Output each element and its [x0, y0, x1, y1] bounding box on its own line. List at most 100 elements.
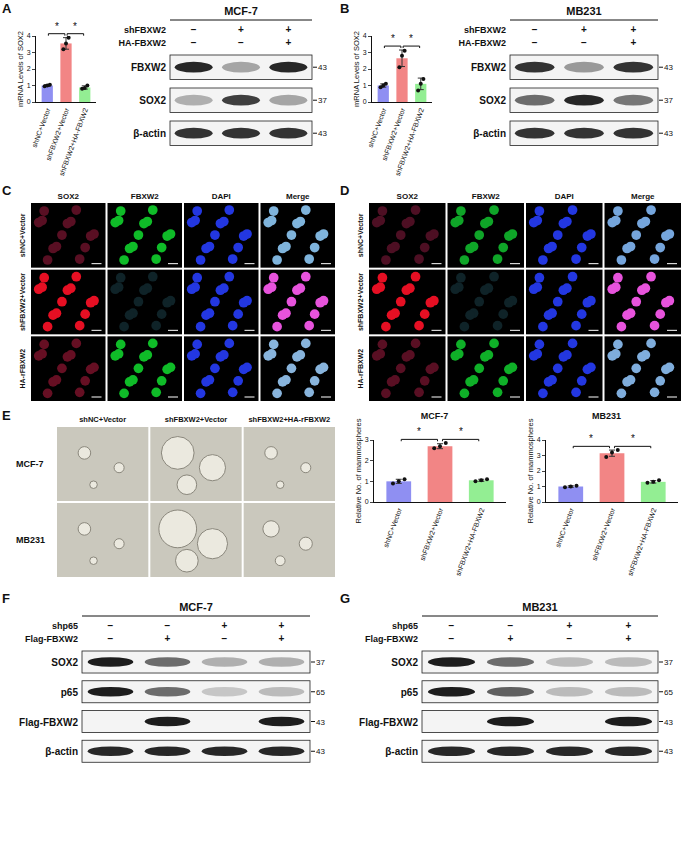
svg-text:shNC+Vector: shNC+Vector — [357, 213, 364, 257]
svg-text:4: 4 — [537, 436, 541, 443]
svg-text:shFBXW2+HA-FBXW2: shFBXW2+HA-FBXW2 — [626, 507, 657, 577]
svg-text:MCF-7: MCF-7 — [421, 411, 449, 421]
svg-text:*: * — [55, 21, 59, 32]
svg-text:shFBXW2+Vector: shFBXW2+Vector — [381, 106, 407, 161]
svg-text:−: − — [165, 620, 171, 631]
svg-text:SOX2: SOX2 — [397, 192, 419, 201]
svg-text:FBXW2: FBXW2 — [131, 192, 160, 201]
svg-text:37: 37 — [664, 96, 673, 105]
svg-text:Merge: Merge — [631, 192, 655, 201]
svg-text:−: − — [449, 620, 455, 631]
svg-text:+: + — [581, 24, 587, 35]
svg-text:shNC+Vector: shNC+Vector — [554, 506, 575, 548]
svg-text:MCF-7: MCF-7 — [224, 5, 258, 17]
svg-text:p65: p65 — [401, 687, 419, 698]
svg-text:MB231: MB231 — [566, 5, 601, 17]
svg-text:3: 3 — [363, 49, 367, 56]
svg-text:Relative No. of mammospheres: Relative No. of mammospheres — [354, 418, 363, 523]
svg-text:43: 43 — [664, 747, 673, 756]
svg-text:shFBXW2: shFBXW2 — [124, 25, 166, 35]
svg-text:43: 43 — [316, 718, 325, 727]
svg-text:−: − — [108, 620, 114, 631]
svg-text:p65: p65 — [61, 687, 79, 698]
svg-text:43: 43 — [316, 747, 325, 756]
svg-text:−: − — [191, 24, 197, 35]
svg-text:0: 0 — [27, 98, 31, 105]
svg-text:MB231: MB231 — [522, 601, 557, 613]
svg-text:SOX2: SOX2 — [51, 657, 78, 668]
svg-text:+: + — [285, 24, 291, 35]
svg-text:*: * — [409, 33, 413, 44]
svg-text:HA-rFBXW2: HA-rFBXW2 — [357, 349, 364, 389]
svg-text:65: 65 — [664, 688, 673, 697]
svg-text:0: 0 — [363, 98, 367, 105]
svg-text:43: 43 — [664, 63, 673, 72]
svg-text:HA-FBXW2: HA-FBXW2 — [119, 38, 167, 48]
svg-text:*: * — [417, 426, 421, 437]
svg-text:0: 0 — [537, 498, 541, 505]
svg-text:37: 37 — [318, 96, 327, 105]
svg-text:1: 1 — [363, 82, 367, 89]
svg-text:shFBXW2+HA-rFBXW2: shFBXW2+HA-rFBXW2 — [248, 415, 330, 424]
svg-text:SOX2: SOX2 — [58, 192, 80, 201]
svg-text:37: 37 — [316, 658, 325, 667]
svg-text:B: B — [340, 1, 349, 16]
svg-text:−: − — [581, 37, 587, 48]
svg-text:−: − — [238, 37, 244, 48]
svg-text:4: 4 — [363, 32, 367, 39]
svg-text:DAPI: DAPI — [555, 192, 574, 201]
svg-text:shNC+Vector: shNC+Vector — [79, 415, 126, 424]
svg-text:+: + — [508, 633, 514, 644]
svg-text:−: − — [191, 37, 197, 48]
svg-text:shFBXW2+Vector: shFBXW2+Vector — [45, 106, 71, 161]
svg-text:−: − — [532, 37, 538, 48]
svg-text:shFBXW2+Vector: shFBXW2+Vector — [591, 506, 617, 561]
svg-text:shNC+Vector: shNC+Vector — [19, 213, 26, 257]
svg-text:1: 1 — [537, 483, 541, 490]
svg-text:+: + — [279, 620, 285, 631]
svg-text:β-actin: β-actin — [385, 746, 418, 757]
svg-text:−: − — [108, 633, 114, 644]
svg-text:−: − — [532, 24, 538, 35]
svg-text:shFBXW2+HA-FBXW2: shFBXW2+HA-FBXW2 — [394, 107, 425, 177]
svg-text:A: A — [2, 1, 12, 16]
svg-text:43: 43 — [318, 63, 327, 72]
svg-text:−: − — [567, 633, 573, 644]
svg-text:+: + — [630, 24, 636, 35]
svg-text:shNC+Vector: shNC+Vector — [367, 106, 388, 148]
svg-text:Relative No. of mammospheres: Relative No. of mammospheres — [526, 418, 535, 523]
svg-text:65: 65 — [316, 688, 325, 697]
svg-text:*: * — [391, 33, 395, 44]
svg-text:FBXW2: FBXW2 — [131, 62, 166, 73]
svg-text:4: 4 — [27, 32, 31, 39]
svg-text:shFBXW2+Vector: shFBXW2+Vector — [357, 273, 364, 331]
svg-text:shFBXW2+Vector: shFBXW2+Vector — [165, 415, 227, 424]
svg-text:FBXW2: FBXW2 — [472, 192, 501, 201]
svg-text:shNC+Vector: shNC+Vector — [31, 106, 52, 148]
svg-text:SOX2: SOX2 — [391, 657, 418, 668]
svg-text:Merge: Merge — [286, 192, 310, 201]
svg-text:shFBXW2+HA-FBXW2: shFBXW2+HA-FBXW2 — [454, 507, 485, 577]
svg-text:C: C — [2, 183, 12, 198]
svg-text:HA-FBXW2: HA-FBXW2 — [459, 38, 507, 48]
svg-text:Flag-FBXW2: Flag-FBXW2 — [25, 634, 78, 644]
svg-text:+: + — [630, 37, 636, 48]
svg-text:shFBXW2: shFBXW2 — [464, 25, 506, 35]
svg-text:DAPI: DAPI — [212, 192, 231, 201]
svg-text:SOX2: SOX2 — [139, 95, 166, 106]
svg-text:2: 2 — [363, 65, 367, 72]
svg-text:MB231: MB231 — [592, 411, 621, 421]
svg-text:1: 1 — [27, 82, 31, 89]
svg-text:Flag-FBXW2: Flag-FBXW2 — [19, 717, 78, 728]
svg-text:shp65: shp65 — [52, 621, 78, 631]
svg-text:SOX2: SOX2 — [479, 95, 506, 106]
svg-text:−: − — [508, 620, 514, 631]
svg-text:1: 1 — [365, 478, 369, 485]
svg-text:Flag-FBXW2: Flag-FBXW2 — [359, 717, 418, 728]
svg-text:shFBXW2+Vector: shFBXW2+Vector — [19, 273, 26, 331]
svg-text:43: 43 — [664, 718, 673, 727]
svg-text:+: + — [626, 620, 632, 631]
svg-text:43: 43 — [664, 129, 673, 138]
svg-text:2: 2 — [537, 467, 541, 474]
svg-text:shp65: shp65 — [392, 621, 418, 631]
